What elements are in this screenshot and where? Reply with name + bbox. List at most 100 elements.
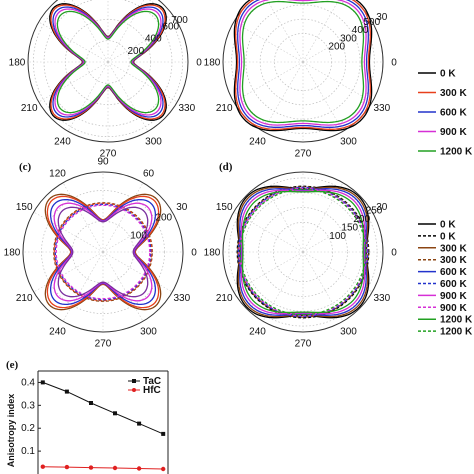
angle-tick-label: 270: [100, 149, 117, 160]
angle-tick-label: 330: [173, 293, 190, 304]
series-curve-1200-k: [239, 188, 367, 316]
polar-spoke: [71, 0, 109, 63]
radial-tick-label: 300: [340, 33, 357, 44]
data-point-tac: [137, 421, 142, 426]
polar-spoke: [102, 251, 144, 322]
series-line-hfc: [42, 466, 164, 470]
polar-spoke: [33, 211, 104, 253]
angle-tick-label: 30: [376, 202, 388, 213]
series-curve-300-k: [53, 202, 153, 302]
y-axis-label: Anisotropy index: [6, 394, 16, 468]
radial-tick-label: 400: [145, 34, 162, 45]
polar-spoke: [302, 61, 373, 103]
data-point-hfc: [64, 464, 70, 470]
series-curve-0-k: [233, 0, 373, 132]
radial-tick-label: 400: [352, 25, 369, 36]
data-point-tac: [40, 380, 45, 385]
legend-top: 0 K 300 K 600 K 900 K 1200 K: [418, 69, 473, 158]
legend-label: 300 K: [440, 243, 467, 254]
polar-spoke: [102, 211, 173, 253]
data-point-hfc: [136, 466, 142, 471]
radial-tick-label: 500: [364, 17, 381, 28]
series-curve-900-k: [55, 204, 151, 300]
legend-label: 900 K: [440, 303, 467, 314]
radial-tick-label: 200: [354, 214, 371, 225]
series-curve-1200-k: [241, 0, 365, 124]
angle-tick-label: 0: [391, 58, 397, 69]
legend-label: 0 K: [440, 220, 456, 231]
angle-tick-label: 300: [340, 136, 357, 147]
data-point-tac: [64, 389, 69, 394]
y-tick-label: 0.2: [21, 423, 35, 434]
legend-label: 900 K: [440, 291, 467, 302]
radial-tick-label: 100: [329, 231, 346, 242]
data-point-hfc: [40, 464, 45, 469]
polar-spoke: [262, 182, 304, 253]
angle-tick-label: 240: [54, 136, 71, 147]
radial-grid-circle: [273, 222, 333, 282]
radial-tick-label: 200: [155, 213, 172, 224]
radial-grid-circle: [243, 192, 363, 312]
polar-spoke: [102, 251, 173, 293]
legend-label: 300 K: [440, 255, 467, 266]
radial-tick-label: 200: [128, 46, 145, 57]
radial-grid-circle: [258, 207, 348, 297]
polar-spoke: [107, 0, 145, 63]
radial-tick-label: 150: [341, 223, 358, 234]
series-curve-600-k: [237, 0, 369, 128]
polar-spoke: [302, 61, 344, 132]
angle-tick-label: 210: [16, 293, 33, 304]
radial-tick-label: 600: [162, 21, 179, 32]
series-curve-600-k: [239, 188, 367, 316]
angle-tick-label: 240: [249, 326, 266, 337]
series-curve-300-k: [235, 0, 371, 130]
angle-tick-label: 240: [249, 136, 266, 147]
angle-tick-label: 270: [95, 339, 112, 350]
angle-tick-label: 300: [340, 326, 357, 337]
polar-spoke: [262, 61, 304, 132]
panel-label: (e): [6, 359, 19, 371]
angle-tick-label: 30: [376, 12, 388, 23]
data-point-tac: [89, 401, 93, 405]
polar-spoke: [302, 251, 373, 293]
legend-label: 300 K: [440, 88, 467, 99]
angle-tick-label: 210: [216, 103, 233, 114]
angle-tick-label: 90: [97, 157, 109, 168]
legend-marker: [132, 388, 136, 392]
data-point-hfc: [161, 466, 166, 472]
radial-tick-label: 100: [130, 230, 147, 241]
angle-tick-label: 180: [9, 58, 26, 69]
panel-label: (d): [219, 161, 233, 173]
angle-tick-label: 210: [216, 293, 233, 304]
legend-label: HfC: [143, 385, 161, 396]
legend-label: 600 K: [440, 267, 467, 278]
series-curve-300-k: [237, 186, 369, 318]
radial-tick-label: 250: [366, 206, 383, 217]
polar-spoke: [302, 21, 373, 63]
angle-tick-label: 270: [295, 149, 312, 160]
series-curve-1200-k: [56, 10, 160, 114]
angle-tick-label: 180: [204, 248, 221, 259]
series-curve-1200-k: [241, 190, 365, 314]
polar-spoke: [107, 61, 178, 103]
polar-spoke: [38, 61, 109, 103]
legend-label: 0 K: [440, 69, 456, 80]
series-curve-900-k: [238, 187, 368, 317]
angle-tick-label: 150: [16, 202, 33, 213]
polar-spoke: [102, 182, 144, 253]
angle-tick-label: 330: [373, 293, 390, 304]
legend-label: 1200 K: [440, 315, 473, 326]
legend-label: 1200 K: [440, 327, 473, 338]
angle-tick-label: 0: [191, 248, 197, 259]
angle-tick-label: 240: [49, 326, 66, 337]
series-curve-900-k: [239, 0, 367, 126]
legend-label: 600 K: [440, 279, 467, 290]
polar-spoke: [33, 251, 104, 293]
radial-tick-label: 200: [328, 42, 345, 53]
legend-label: 1200 K: [440, 147, 473, 158]
polar-outer-circle: [222, 171, 384, 333]
angle-tick-label: 330: [178, 103, 195, 114]
polar-outer-circle: [22, 171, 184, 333]
